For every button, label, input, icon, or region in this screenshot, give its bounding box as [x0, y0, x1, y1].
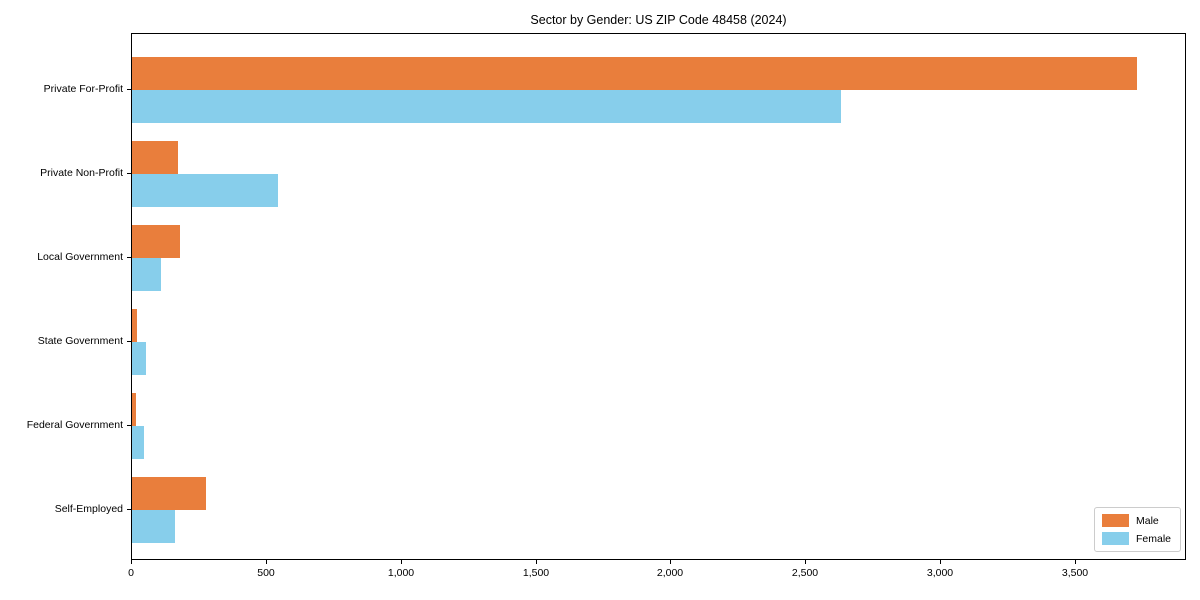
x-tick-label-3-500: 3,500 [1061, 567, 1089, 579]
x-tick-mark [670, 560, 671, 564]
legend-swatch-male [1101, 514, 1129, 527]
x-tick-mark [805, 560, 806, 564]
bar-male-federal-government [132, 393, 136, 426]
x-tick-mark [401, 560, 402, 564]
x-tick-mark [536, 560, 537, 564]
bar-female-private-for-profit [132, 90, 841, 123]
x-tick-label-1-000: 1,000 [387, 567, 415, 579]
legend: Male Female [1093, 507, 1181, 552]
bar-male-private-non-profit [132, 141, 178, 174]
y-tick-label-private-for-profit: Private For-Profit [43, 83, 123, 95]
bar-female-state-government [132, 342, 146, 375]
y-tick-label-federal-government: Federal Government [26, 419, 123, 431]
bar-male-private-for-profit [132, 57, 1137, 90]
y-tick-mark [127, 341, 131, 342]
y-tick-label-state-government: State Government [37, 335, 123, 347]
x-tick-mark [131, 560, 132, 564]
bar-male-state-government [132, 309, 137, 342]
x-tick-label-2-500: 2,500 [791, 567, 819, 579]
x-tick-label-0: 0 [128, 567, 134, 579]
bar-female-self-employed [132, 510, 175, 543]
legend-label-male: Male [1135, 514, 1159, 527]
y-tick-label-private-non-profit: Private Non-Profit [40, 167, 123, 179]
legend-swatch-female [1101, 532, 1129, 545]
legend-item-male: Male [1101, 514, 1171, 527]
x-tick-label-500: 500 [257, 567, 275, 579]
bar-female-federal-government [132, 426, 144, 459]
x-tick-mark [1075, 560, 1076, 564]
bar-male-self-employed [132, 477, 206, 510]
legend-label-female: Female [1135, 532, 1171, 545]
bar-male-local-government [132, 225, 180, 258]
legend-item-female: Female [1101, 532, 1171, 545]
y-tick-label-local-government: Local Government [37, 251, 123, 263]
y-tick-mark [127, 257, 131, 258]
x-tick-label-2-000: 2,000 [656, 567, 684, 579]
x-tick-label-1-500: 1,500 [522, 567, 550, 579]
bar-female-private-non-profit [132, 174, 278, 207]
y-tick-mark [127, 509, 131, 510]
x-tick-mark [940, 560, 941, 564]
y-tick-mark [127, 89, 131, 90]
y-tick-label-self-employed: Self-Employed [54, 503, 123, 515]
x-tick-label-3-000: 3,000 [926, 567, 954, 579]
y-tick-mark [127, 173, 131, 174]
plot-area: Male Female [131, 33, 1186, 560]
bar-female-local-government [132, 258, 161, 291]
x-tick-mark [266, 560, 267, 564]
chart-title: Sector by Gender: US ZIP Code 48458 (202… [530, 13, 787, 27]
y-tick-mark [127, 425, 131, 426]
